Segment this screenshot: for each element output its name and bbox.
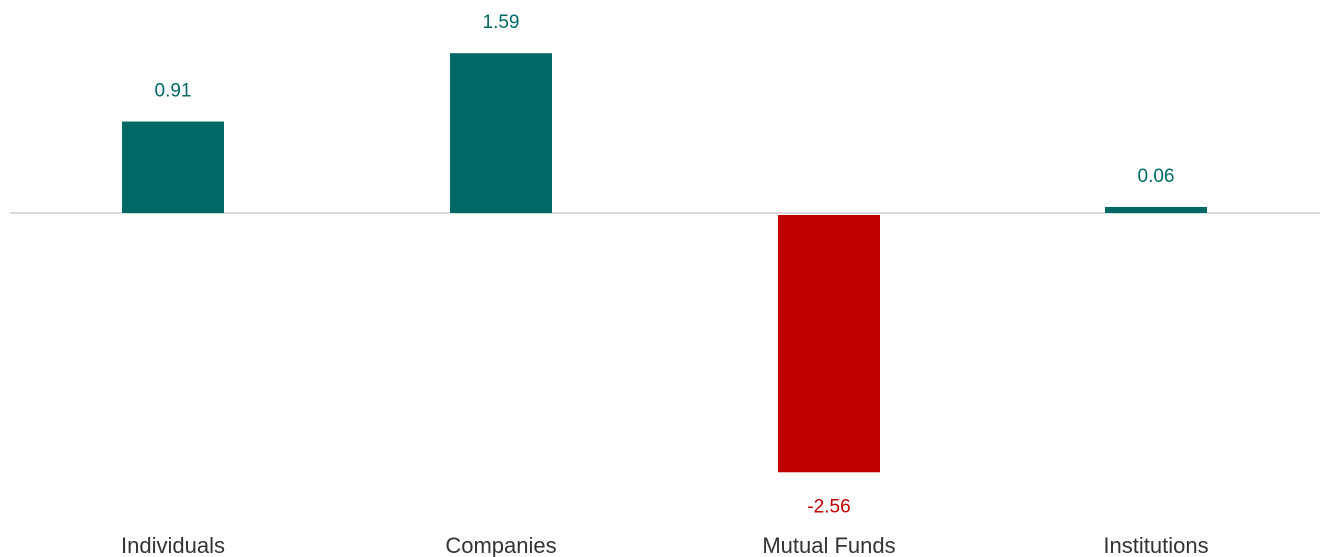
data-label: 1.59 <box>483 12 520 33</box>
bar-companies <box>450 53 552 213</box>
value-labels-group: 0.91 1.59 -2.56 0.06 <box>155 12 1175 517</box>
category-label: Mutual Funds <box>762 533 895 557</box>
category-label: Individuals <box>121 533 225 557</box>
category-label: Institutions <box>1103 533 1208 557</box>
data-label: 0.91 <box>155 81 192 102</box>
bar-individuals <box>122 121 224 213</box>
category-labels-group: Individuals Companies Mutual Funds Institut… <box>121 533 1209 557</box>
bar-mutual-funds <box>778 215 880 473</box>
data-label: 0.06 <box>1138 166 1175 187</box>
data-label: -2.56 <box>807 496 850 517</box>
bar-institutions <box>1105 206 1207 213</box>
bars-group <box>122 53 1207 473</box>
category-label: Companies <box>445 533 556 557</box>
